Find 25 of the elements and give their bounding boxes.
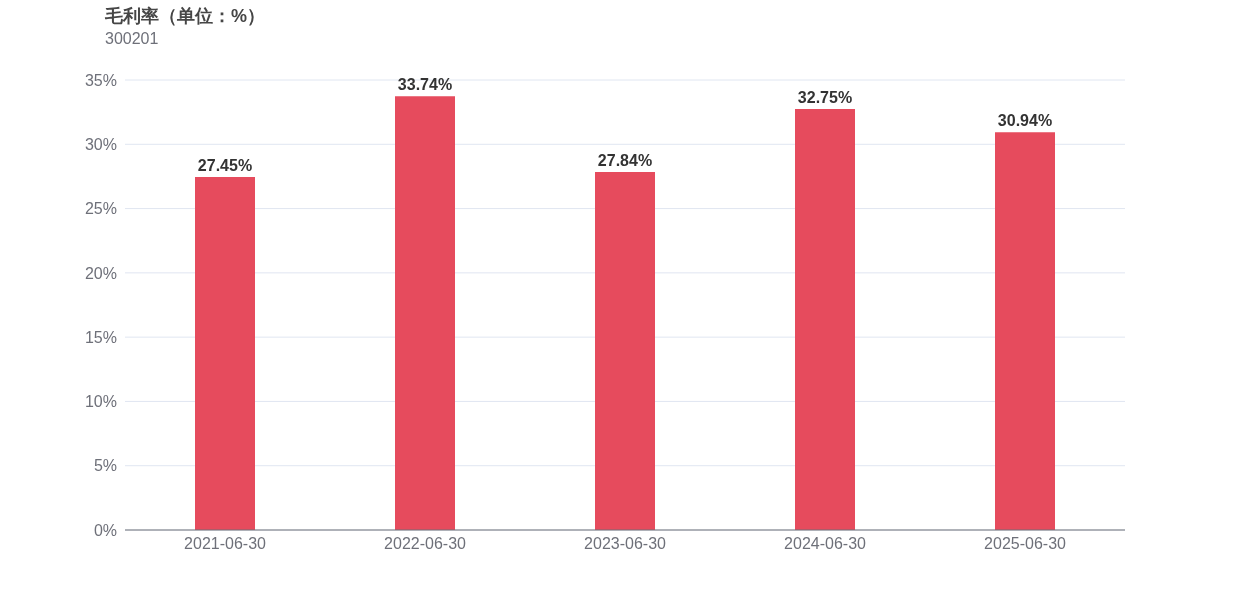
data-label: 30.94% xyxy=(997,112,1053,130)
bar xyxy=(595,172,655,530)
x-tick-label: 2024-06-30 xyxy=(784,535,867,553)
y-tick-label: 25% xyxy=(84,200,117,218)
y-tick-label: 15% xyxy=(84,328,117,346)
data-label: 27.45% xyxy=(197,157,253,175)
x-tick-label: 2023-06-30 xyxy=(584,535,667,553)
y-tick-label: 0% xyxy=(93,521,117,539)
data-label: 32.75% xyxy=(797,88,853,106)
y-tick-label: 30% xyxy=(84,135,117,153)
y-tick-label: 35% xyxy=(84,71,117,89)
bar xyxy=(195,177,255,530)
data-label: 27.84% xyxy=(597,152,653,170)
chart-title: 毛利率（单位：%） xyxy=(105,5,266,28)
y-tick-label: 20% xyxy=(84,264,117,282)
data-label: 33.74% xyxy=(397,76,453,94)
chart-subtitle: 300201 xyxy=(105,30,159,48)
y-tick-label: 10% xyxy=(84,393,117,411)
bar xyxy=(795,108,855,530)
y-tick-label: 5% xyxy=(93,457,117,475)
x-tick-label: 2022-06-30 xyxy=(384,535,467,553)
bar xyxy=(995,132,1055,530)
x-tick-label: 2025-06-30 xyxy=(984,535,1067,553)
x-tick-label: 2021-06-30 xyxy=(184,535,267,553)
bar xyxy=(395,96,455,530)
